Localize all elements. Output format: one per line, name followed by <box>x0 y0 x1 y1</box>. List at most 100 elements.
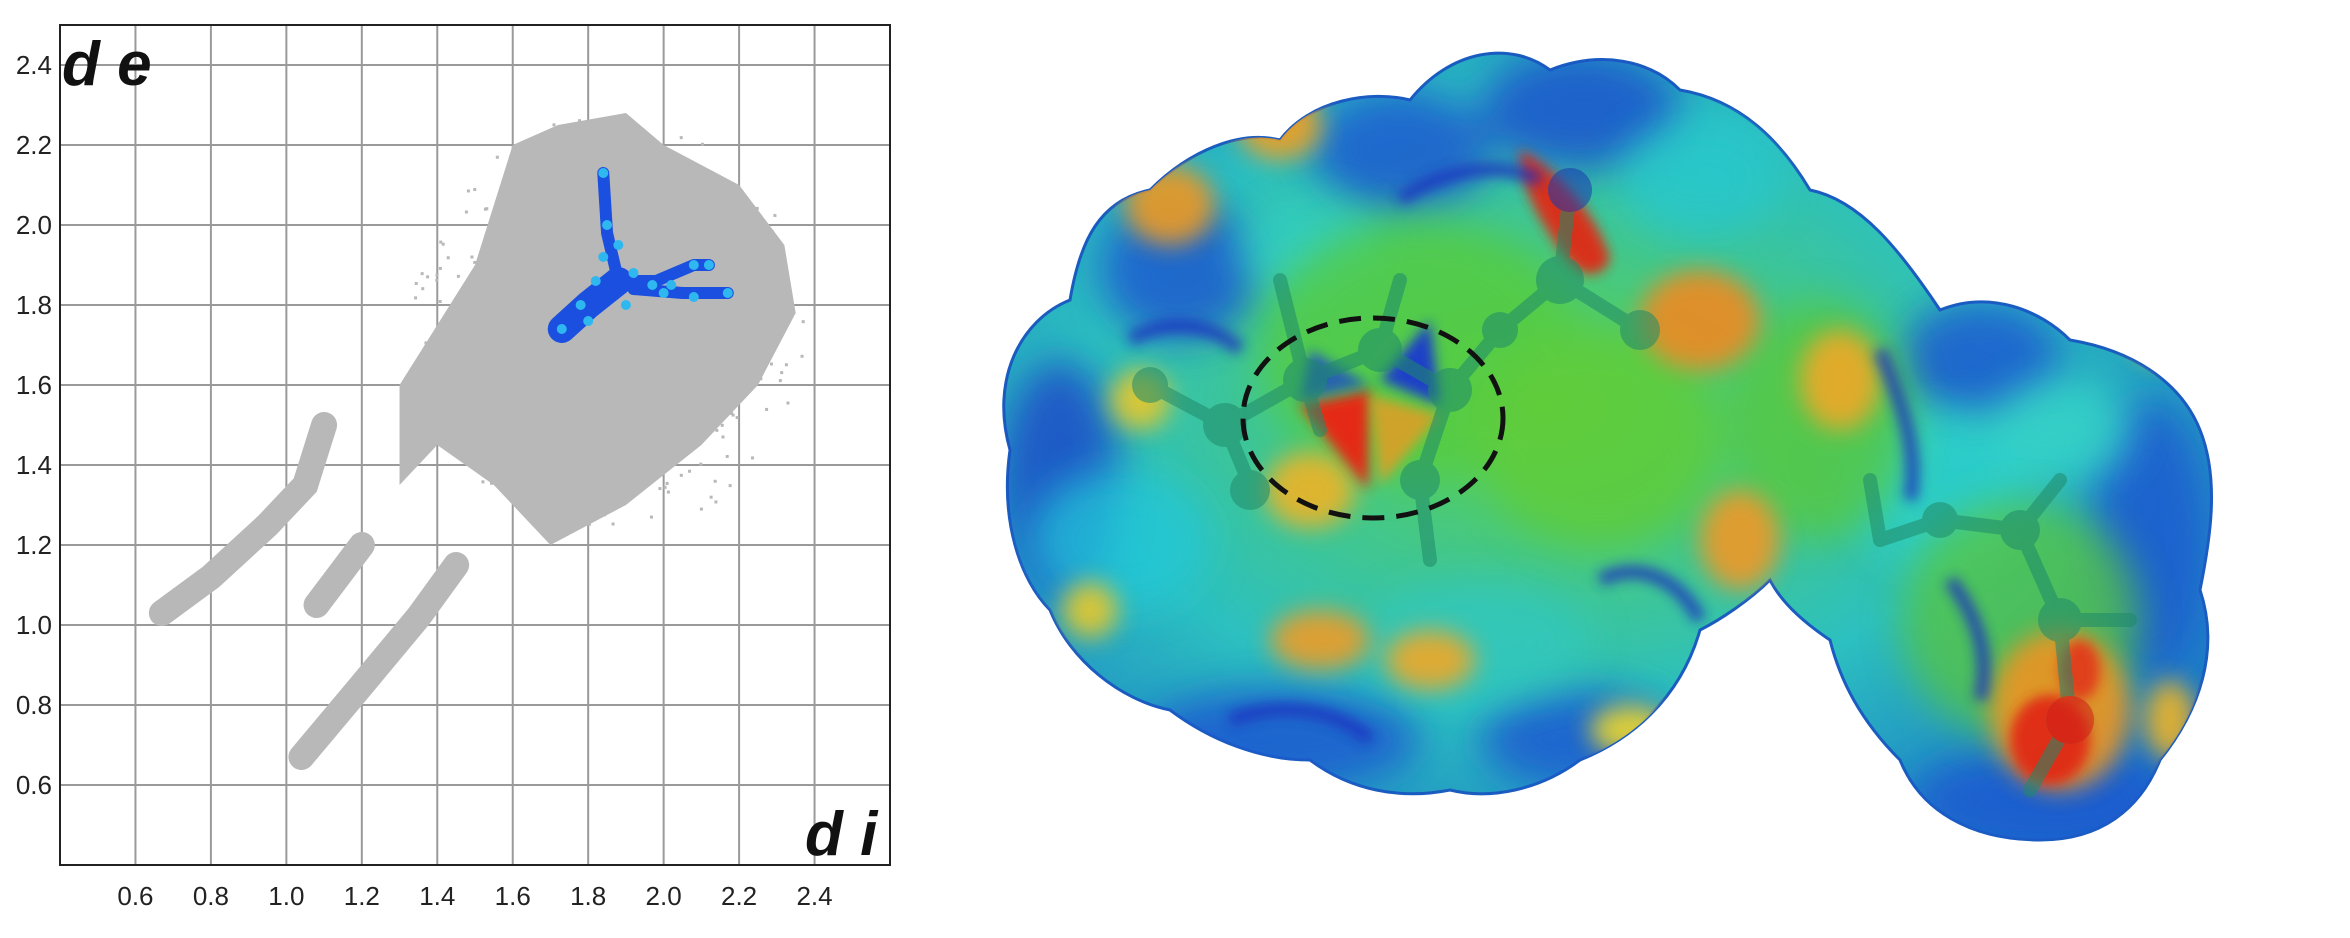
fingerprint-plot-panel: 0.6 0.8 1.0 1.2 1.4 1.6 1.8 2.0 2.2 2.4 0.6 0.8 1.0 1… <box>0 0 900 938</box>
fingerprint-point <box>692 354 696 358</box>
fingerprint-point <box>528 335 532 339</box>
fingerprint-point <box>571 384 575 388</box>
fingerprint-point <box>493 461 497 465</box>
fingerprint-point <box>559 238 563 242</box>
fingerprint-point <box>508 155 512 159</box>
fingerprint-point <box>549 210 553 214</box>
fingerprint-point <box>624 131 628 135</box>
fingerprint-point <box>566 405 570 409</box>
y-tick-label: 1.0 <box>16 610 52 640</box>
fingerprint-point <box>443 432 447 436</box>
selected-contact-point <box>556 324 567 334</box>
fingerprint-point <box>612 194 616 198</box>
fingerprint-point <box>621 196 625 200</box>
fingerprint-point <box>565 284 569 288</box>
selected-contact-point <box>598 168 609 178</box>
fingerprint-point <box>456 274 460 278</box>
fingerprint-point <box>524 502 528 506</box>
fingerprint-point <box>580 285 584 289</box>
fingerprint-point <box>566 408 570 412</box>
fingerprint-point <box>464 302 468 306</box>
fingerprint-point <box>414 296 418 300</box>
fingerprint-point <box>553 306 557 310</box>
fingerprint-point <box>498 302 502 306</box>
fingerprint-point <box>679 473 683 477</box>
fingerprint-point <box>420 272 424 276</box>
fingerprint-point <box>638 230 642 234</box>
fingerprint-point <box>507 252 511 256</box>
fingerprint-point <box>523 345 527 349</box>
fingerprint-point <box>614 190 618 194</box>
fingerprint-point <box>725 245 729 249</box>
fingerprint-point <box>547 230 551 234</box>
fingerprint-point <box>709 495 713 499</box>
fingerprint-point <box>739 320 743 324</box>
fingerprint-point <box>725 454 729 458</box>
fingerprint-point <box>584 387 588 391</box>
tick-labels: 0.6 0.8 1.0 1.2 1.4 1.6 1.8 2.0 2.2 2.4 0.6 0.8 1.0 1… <box>16 50 833 911</box>
x-tick-label: 2.2 <box>721 881 757 911</box>
fingerprint-point <box>616 161 620 165</box>
fingerprint-point <box>654 361 658 365</box>
fingerprint-point <box>518 203 522 207</box>
fingerprint-point <box>552 123 556 127</box>
fingerprint-point <box>570 236 574 240</box>
fingerprint-point <box>599 396 603 400</box>
fingerprint-point <box>439 240 443 244</box>
fingerprint-spike <box>303 532 375 618</box>
fingerprint-point <box>576 390 580 394</box>
fingerprint-point <box>649 477 653 481</box>
fingerprint-point <box>765 407 769 411</box>
fingerprint-point <box>670 253 674 257</box>
fingerprint-point <box>517 353 521 357</box>
fingerprint-point <box>715 206 719 210</box>
fingerprint-point <box>602 270 606 274</box>
fingerprint-point <box>611 404 615 408</box>
fingerprint-point <box>481 480 485 484</box>
fingerprint-point <box>547 414 551 418</box>
fingerprint-point <box>718 245 722 249</box>
fingerprint-point <box>553 363 557 367</box>
fingerprint-point <box>681 311 685 315</box>
fingerprint-point <box>523 392 527 396</box>
fingerprint-point <box>567 366 571 370</box>
fingerprint-point <box>663 485 667 489</box>
fingerprint-point <box>603 513 607 517</box>
selected-contact-point <box>575 300 586 310</box>
fingerprint-point <box>559 276 563 280</box>
fingerprint-point <box>611 522 615 526</box>
fingerprint-point <box>765 236 769 240</box>
fingerprint-point <box>554 303 558 307</box>
y-axis-label: d e <box>62 30 152 99</box>
fingerprint-point <box>543 433 547 437</box>
fingerprint-point <box>604 391 608 395</box>
surface-patches <box>1003 53 2210 840</box>
selected-contact-point <box>658 288 669 298</box>
fingerprint-point <box>597 273 601 277</box>
fingerprint-point <box>623 211 627 215</box>
fingerprint-point <box>532 297 536 301</box>
fingerprint-point <box>725 357 729 361</box>
fingerprint-point <box>554 293 558 297</box>
fingerprint-point <box>575 387 579 391</box>
fingerprint-point <box>628 144 632 148</box>
fingerprint-point <box>617 231 621 235</box>
fingerprint-point <box>624 158 628 162</box>
fingerprint-point <box>543 471 547 475</box>
selected-contact-point <box>620 300 631 310</box>
fingerprint-point <box>435 278 439 282</box>
fingerprint-point <box>755 206 759 210</box>
selected-contact-point <box>628 268 639 278</box>
fingerprint-point <box>620 257 624 261</box>
fingerprint-point <box>645 199 649 203</box>
selected-contact-arm <box>547 267 633 343</box>
fingerprint-point <box>572 182 576 186</box>
fingerprint-point <box>512 441 516 445</box>
fingerprint-point <box>663 252 667 256</box>
fingerprint-point <box>670 169 674 173</box>
fingerprint-point <box>637 375 641 379</box>
fingerprint-point <box>483 301 487 305</box>
fingerprint-point <box>697 252 701 256</box>
fingerprint-point <box>497 371 501 375</box>
fingerprint-point <box>587 522 591 526</box>
